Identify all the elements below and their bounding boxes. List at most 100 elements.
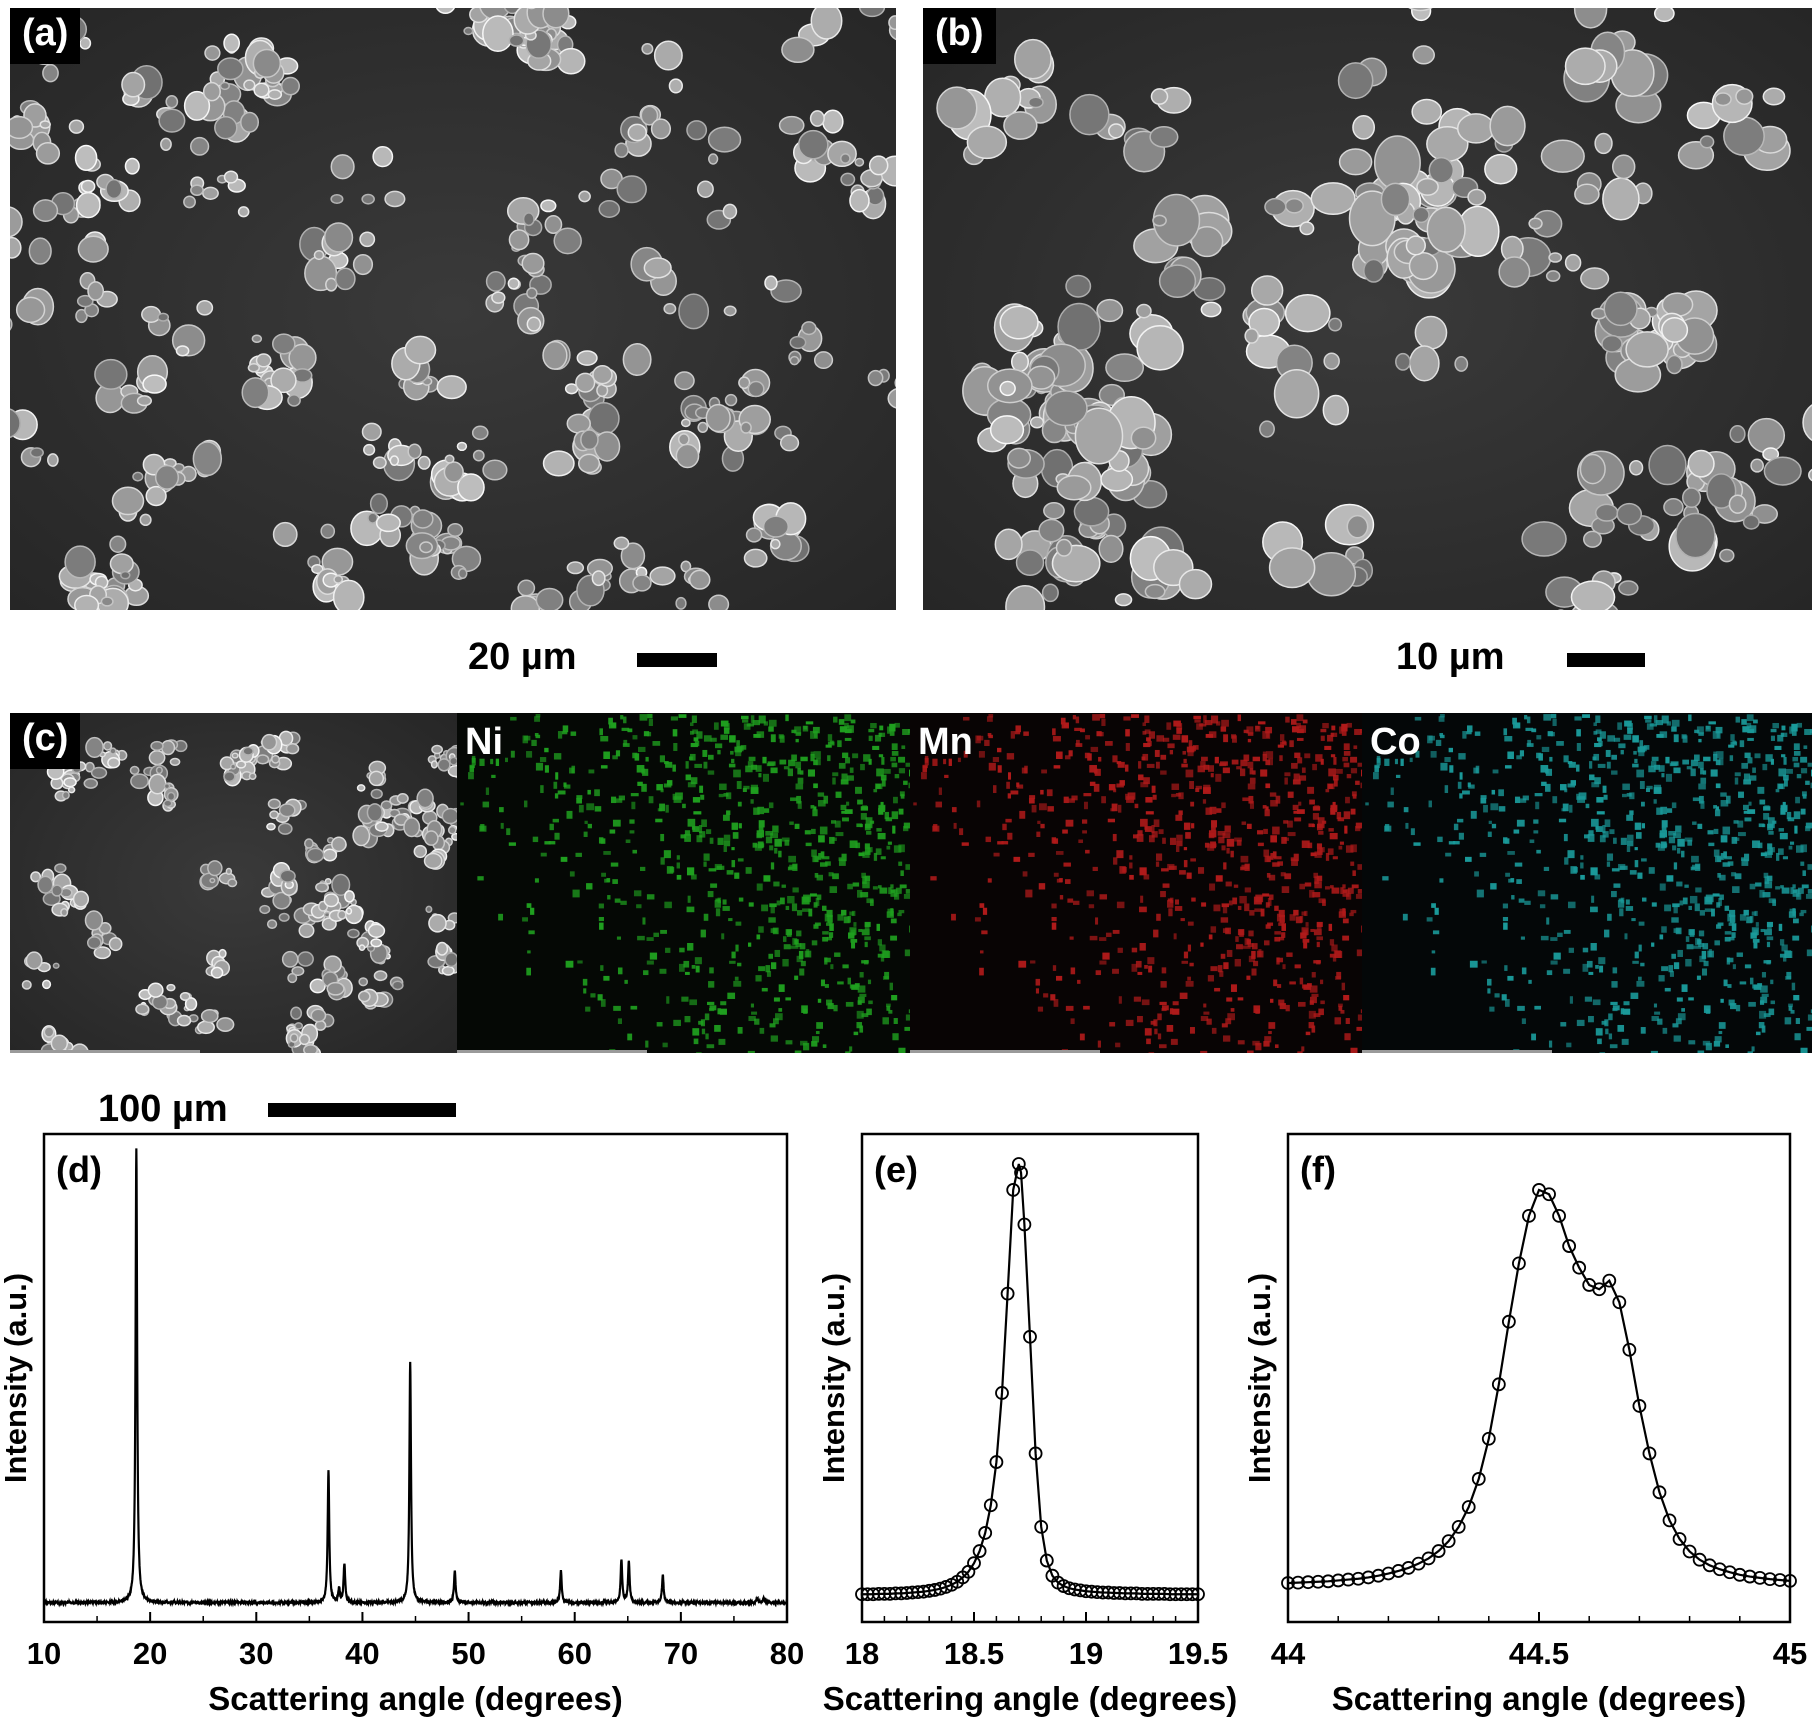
- eds-dot: [1751, 911, 1757, 916]
- particle: [437, 758, 451, 772]
- eds-dot: [468, 772, 474, 780]
- eds-dot: [1517, 1005, 1525, 1011]
- eds-dot: [1783, 756, 1787, 765]
- eds-dot: [1796, 722, 1803, 728]
- eds-dot: [698, 825, 703, 834]
- map-scale-line-co: [1362, 1050, 1552, 1053]
- eds-dot: [829, 923, 834, 931]
- eds-dot: [1160, 754, 1167, 760]
- data-point: [1522, 1208, 1536, 1223]
- eds-dot: [1507, 975, 1514, 981]
- particle: [430, 760, 438, 769]
- eds-dot: [1284, 837, 1290, 841]
- eds-dot: [1374, 765, 1379, 772]
- particle: [576, 350, 598, 366]
- eds-dot: [1172, 1001, 1179, 1006]
- eds-dot: [1782, 856, 1789, 860]
- eds-dot: [1718, 897, 1722, 906]
- eds-dot: [766, 763, 774, 767]
- particle: [361, 422, 382, 442]
- eds-dot: [798, 950, 804, 959]
- eds-dot: [1595, 729, 1602, 734]
- eds-dot: [1028, 798, 1035, 804]
- particle: [809, 110, 825, 127]
- eds-dot: [1279, 734, 1285, 741]
- eds-dot: [584, 820, 588, 825]
- eds-dot: [1792, 918, 1799, 924]
- eds-dot: [1010, 731, 1015, 739]
- eds-dot: [878, 732, 886, 737]
- eds-dot: [802, 725, 809, 732]
- eds-dot: [1625, 899, 1630, 905]
- eds-dot: [1772, 820, 1777, 824]
- eds-dot: [561, 731, 568, 735]
- eds-dot: [1146, 737, 1151, 742]
- particle: [1158, 264, 1197, 298]
- particle: [1489, 105, 1526, 147]
- eds-dot: [1138, 761, 1142, 769]
- eds-dot: [1137, 1015, 1143, 1023]
- particle: [1412, 45, 1435, 65]
- eds-dot: [1494, 993, 1500, 998]
- particle: [280, 76, 300, 96]
- eds-dot: [703, 913, 709, 921]
- eds-dot: [787, 768, 793, 777]
- eds-dot: [1741, 857, 1745, 861]
- eds-dot: [1713, 753, 1718, 762]
- eds-dot: [1800, 808, 1806, 815]
- x-tick-label: 40: [345, 1636, 379, 1671]
- eds-dot: [1299, 977, 1304, 985]
- particle: [1714, 92, 1732, 107]
- particle: [1750, 458, 1764, 473]
- eds-dot: [615, 798, 623, 803]
- eds-dot: [1237, 997, 1244, 1001]
- eds-dot: [1166, 1024, 1174, 1032]
- eds-dot: [892, 1033, 899, 1041]
- eds-dot: [909, 769, 910, 777]
- eds-dot: [790, 945, 799, 949]
- series-line-2: [1287, 1188, 1791, 1585]
- eds-dot: [1200, 1016, 1209, 1022]
- eds-dot: [1160, 981, 1167, 988]
- eds-dot: [1598, 957, 1606, 965]
- eds-dot: [770, 833, 779, 839]
- eds-dot: [1698, 795, 1704, 804]
- particle: [54, 863, 67, 874]
- particle: [471, 425, 489, 441]
- eds-dot: [1262, 805, 1267, 809]
- eds-dot: [1303, 984, 1311, 990]
- eds-dot: [471, 757, 476, 766]
- eds-dot: [1712, 730, 1721, 739]
- eds-dot: [763, 808, 770, 813]
- particle: [1618, 580, 1639, 596]
- eds-dot: [838, 762, 846, 769]
- data-point: [1572, 1260, 1587, 1275]
- eds-dot: [888, 1009, 893, 1014]
- particle: [90, 766, 108, 779]
- eds-dot: [1439, 878, 1444, 883]
- eds-dot: [751, 764, 757, 770]
- particle: [80, 179, 96, 193]
- element-label-ni: Ni: [465, 721, 503, 763]
- particle: [10, 408, 21, 439]
- eds-dot: [887, 841, 892, 845]
- eds-dot: [1204, 720, 1213, 726]
- eds-dot: [1569, 996, 1573, 1004]
- eds-dot: [720, 734, 729, 740]
- eds-dot: [1247, 761, 1254, 769]
- eds-dot: [707, 1001, 715, 1006]
- eds-dot: [921, 772, 927, 780]
- eds-dot: [1729, 914, 1736, 923]
- eds-dot: [1548, 1040, 1553, 1048]
- particle: [210, 966, 224, 979]
- eds-dot: [1703, 756, 1711, 762]
- eds-dot: [770, 862, 775, 870]
- eds-dot: [735, 944, 739, 952]
- eds-dot: [982, 907, 988, 915]
- eds-dot: [1634, 758, 1638, 764]
- eds-dot: [719, 783, 727, 790]
- eds-dot: [1713, 1041, 1721, 1047]
- eds-dot: [1739, 914, 1746, 921]
- eds-dot: [830, 820, 837, 824]
- eds-dot: [1052, 728, 1056, 736]
